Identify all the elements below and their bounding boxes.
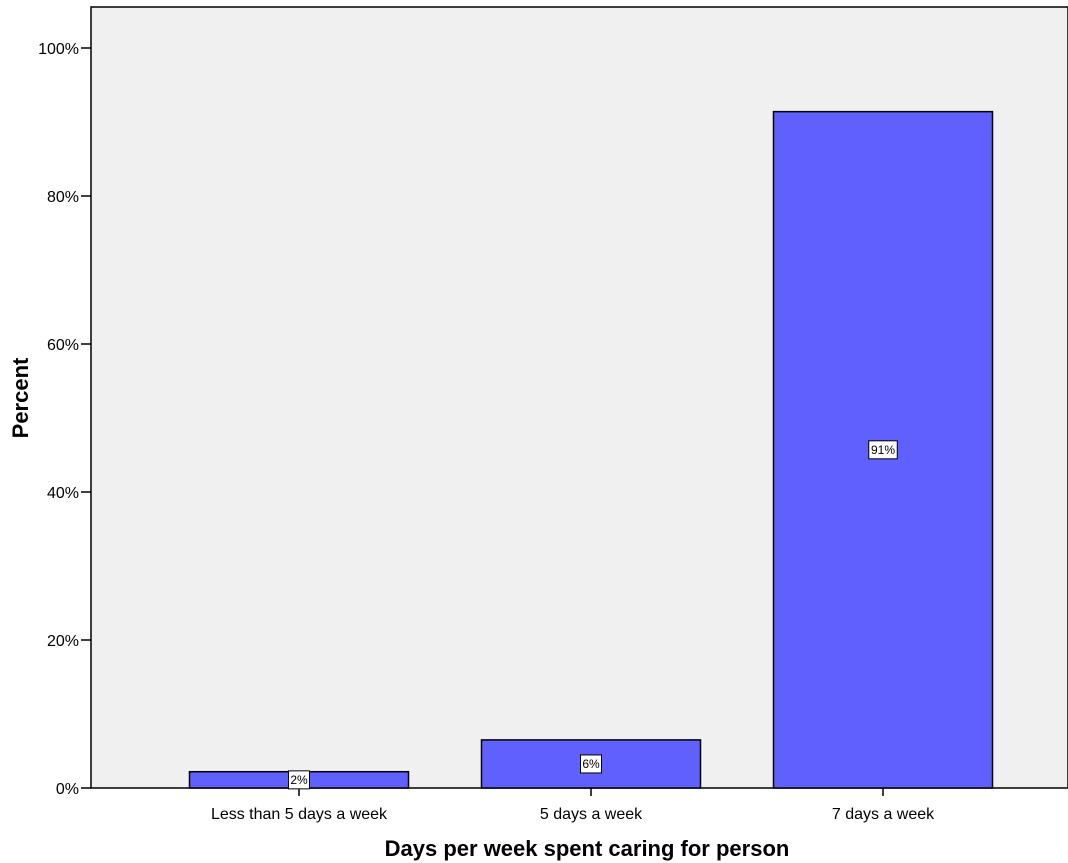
data-label-text: 6% — [582, 757, 600, 771]
x-tick-label: Less than 5 days a week — [211, 806, 388, 823]
y-tick-label: 100% — [38, 41, 79, 58]
y-tick-label: 20% — [47, 633, 79, 650]
y-tick-label: 0% — [56, 781, 79, 798]
data-label-box — [868, 440, 898, 460]
data-labels-layer: 2% 6% 91% — [288, 440, 898, 790]
x-tick-label: 7 days a week — [832, 806, 935, 823]
data-label: 2% — [288, 770, 310, 790]
data-label: 6% — [580, 754, 602, 774]
y-axis: 0% 20% 40% 60% 80% 100% — [38, 41, 91, 798]
data-label-box — [288, 770, 310, 790]
data-label: 91% — [868, 440, 898, 460]
y-tick-label: 60% — [47, 337, 79, 354]
y-tick-label: 40% — [47, 485, 79, 502]
x-axis: Less than 5 days a week 5 days a week 7 da… — [211, 788, 935, 823]
data-label-box — [580, 754, 602, 774]
y-axis-title: Percent — [8, 357, 33, 438]
y-tick-label: 80% — [47, 189, 79, 206]
data-label-text: 91% — [871, 443, 895, 457]
data-label-text: 2% — [290, 773, 308, 787]
x-tick-label: 5 days a week — [540, 806, 643, 823]
x-axis-title: Days per week spent caring for person — [385, 836, 790, 861]
